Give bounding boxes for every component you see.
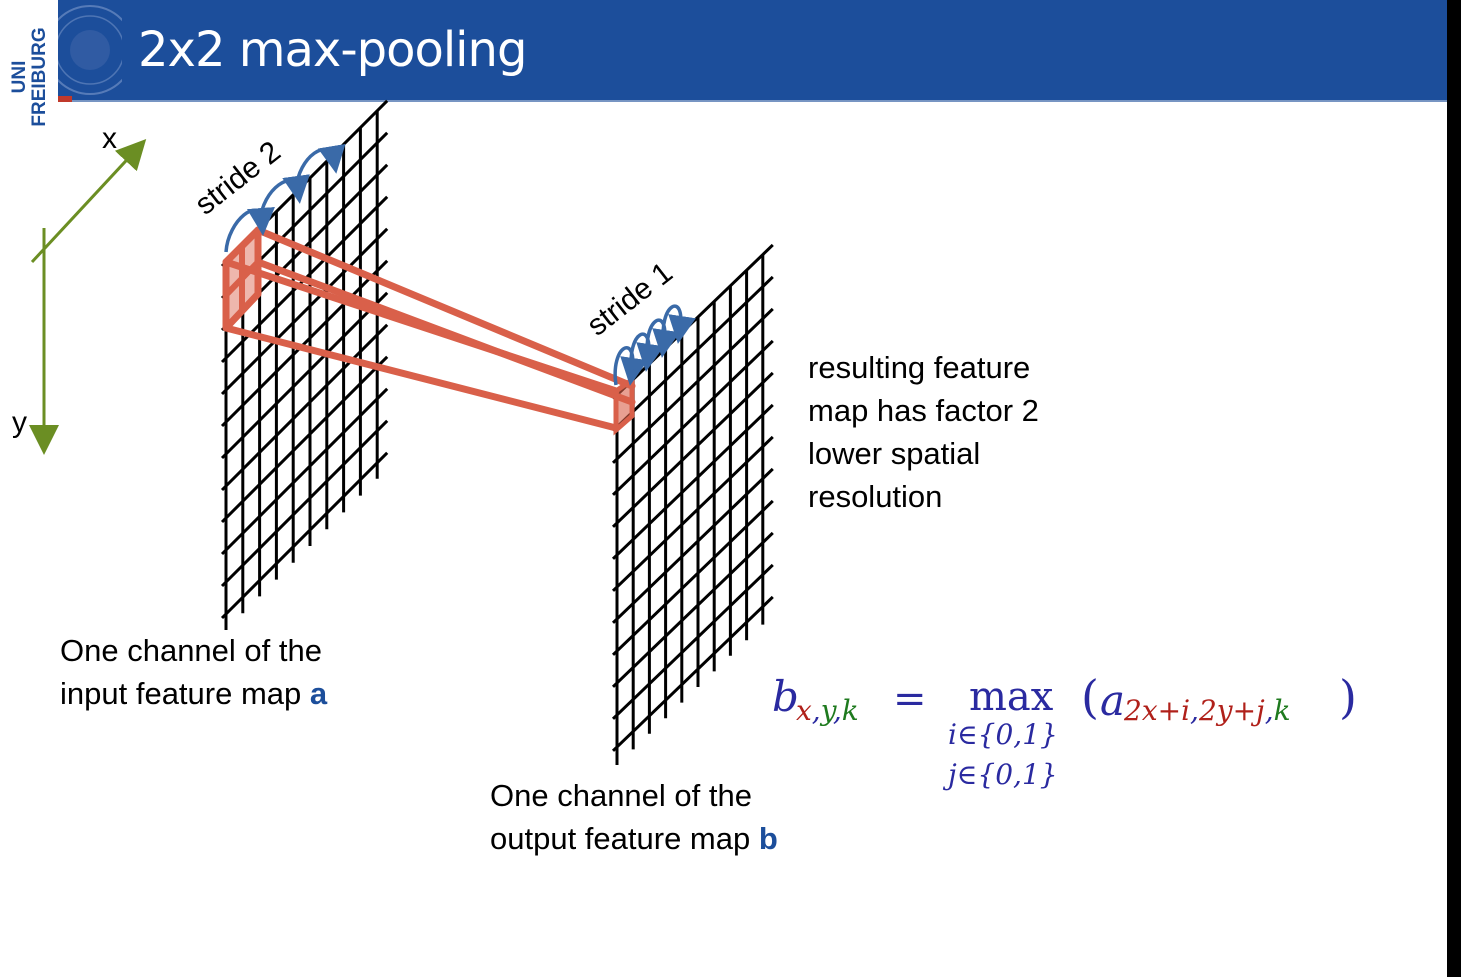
grid-line — [220, 291, 389, 460]
note-line: lower spatial — [808, 436, 981, 471]
formula-lhs-base: b — [772, 672, 799, 721]
slide-title: 2x2 max-pooling — [138, 22, 527, 78]
stride-2-arrows — [224, 143, 346, 253]
sub-2x-i: 2x+i — [1124, 694, 1191, 727]
logo: UNI FREIBURG — [0, 0, 58, 152]
logo-accent — [58, 96, 72, 102]
input-var-a: a — [309, 676, 328, 711]
input-caption-line2: input feature map a — [60, 672, 327, 715]
sub-2y-j: 2y+j — [1198, 694, 1265, 727]
resolution-note: resulting feature map has factor 2 lower… — [808, 346, 1039, 518]
output-caption: One channel of the output feature map b — [490, 774, 778, 860]
formula-paren-close: ) — [1339, 670, 1357, 724]
note-line: resulting feature — [808, 350, 1031, 385]
grid-line — [611, 371, 774, 528]
sub-k: k — [841, 694, 859, 727]
axis-x-label: x — [102, 122, 117, 155]
formula-rhs-subscript: 2x+i,2y+j,k — [1124, 694, 1291, 727]
grid-line — [220, 451, 389, 620]
output-caption-line2: output feature map b — [490, 817, 778, 860]
note-line: map has factor 2 — [808, 393, 1039, 428]
stride-2-label: stride 2 — [189, 135, 287, 222]
grid-line — [611, 467, 774, 624]
sub-comma: , — [1190, 694, 1199, 727]
grid-line — [611, 403, 774, 560]
output-feature-map-grid — [611, 243, 774, 765]
grid-line — [611, 307, 774, 464]
formula-limit-i: i∈{0,1} — [948, 718, 1058, 751]
sub-comma: , — [832, 694, 842, 727]
formula-paren-open: ( — [1081, 670, 1099, 724]
output-caption-line1: One channel of the — [490, 778, 752, 813]
sub-y: y — [820, 694, 833, 727]
stride-1-arrows — [613, 304, 696, 386]
output-caption-text: output feature map — [490, 821, 759, 856]
header-divider — [0, 100, 1447, 102]
output-var-b: b — [758, 821, 778, 856]
sub-x: x — [796, 694, 812, 727]
formula-equals: = — [893, 676, 927, 722]
x-axis-arrow — [30, 139, 147, 264]
note-line: resolution — [808, 479, 943, 514]
pooling-window — [222, 226, 262, 332]
stride-arc — [661, 304, 696, 345]
formula-max: max — [969, 674, 1054, 720]
formula-limit-j: j∈{0,1} — [948, 758, 1058, 791]
grid-line — [220, 387, 389, 556]
grid-line — [220, 259, 389, 428]
output-cell — [613, 375, 635, 436]
grid-line — [611, 275, 774, 432]
axis-y-label: y — [12, 406, 27, 439]
grid-line — [611, 531, 774, 688]
input-caption-text: input feature map — [60, 676, 310, 711]
input-caption: One channel of the input feature map a — [60, 629, 327, 715]
grid-line — [220, 419, 389, 588]
grid-line — [611, 595, 774, 752]
sub-comma: , — [1264, 694, 1274, 727]
grid-line — [220, 323, 389, 492]
grid-line — [611, 339, 774, 496]
header-bar — [0, 0, 1447, 100]
grid-line — [611, 243, 774, 400]
projection-line — [222, 324, 620, 432]
stride-arc — [294, 143, 346, 191]
grid-line — [611, 435, 774, 592]
projection-line — [254, 226, 636, 390]
sub-comma: , — [811, 694, 821, 727]
grid-line — [220, 355, 389, 524]
sub-k: k — [1273, 694, 1291, 727]
formula-lhs-subscript: x,y,k — [796, 694, 859, 727]
grid-line — [611, 563, 774, 720]
input-caption-line1: One channel of the — [60, 633, 322, 668]
grid-line — [220, 227, 389, 396]
projection-lines — [222, 226, 636, 432]
formula-rhs-base: a — [1100, 676, 1126, 725]
projection-line — [254, 258, 636, 406]
axes: x y — [12, 122, 147, 455]
grid-line — [611, 499, 774, 656]
